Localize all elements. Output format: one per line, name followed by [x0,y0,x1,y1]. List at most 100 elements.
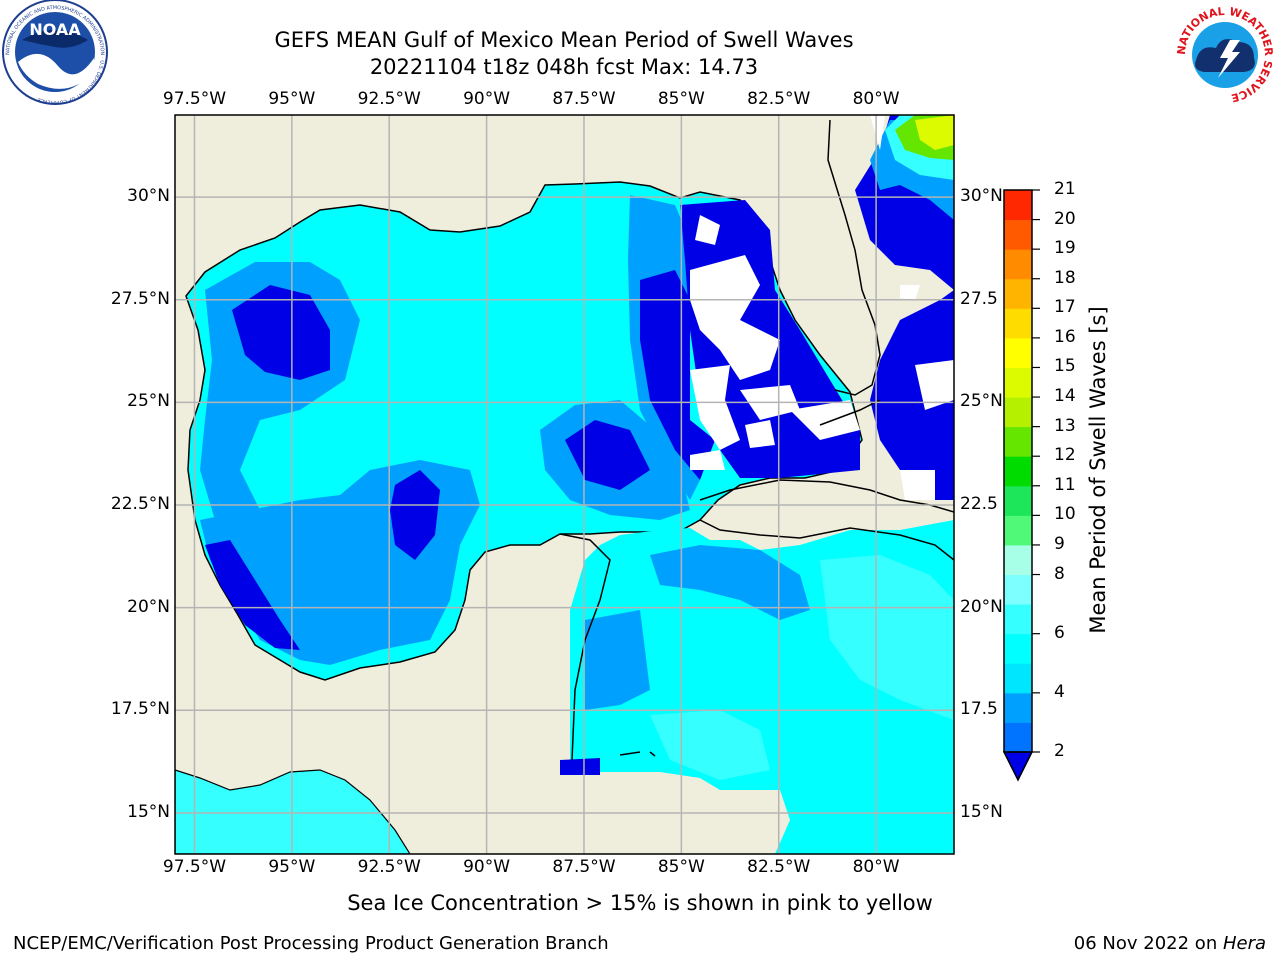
gulf-deep-bay [390,470,440,560]
colorbar-tick-label: 13 [1054,415,1076,436]
colorbar-tick-label: 4 [1054,681,1065,702]
chart-subtitle: 20221104 t18z 048h fcst Max: 14.73 [369,55,759,79]
lon-tick-label-top: 82.5°W [747,89,811,109]
colorbar-segment [1004,367,1032,398]
colorbar-tick-label: 2 [1054,741,1065,761]
lon-tick-label-top: 95°W [268,89,316,109]
colorbar-tick-label: 21 [1054,179,1076,199]
footer-date: 06 Nov 2022 on Hera [1074,933,1266,954]
caribbean-water [570,520,954,854]
atlantic-yellow [915,115,954,150]
gulf-blue-central [540,400,690,520]
chart-title: GEFS MEAN Gulf of Mexico Mean Period of … [274,28,854,52]
lon-tick-label-bot: 97.5°W [162,857,227,877]
colorbar-tick-label: 11 [1054,474,1076,495]
atlantic-green [895,115,954,160]
gulf-deep-west [232,285,330,380]
lat-tick-label-right: 20°N [960,596,1003,617]
map-frame [174,114,955,855]
land [175,115,954,854]
footer-date-text: 06 Nov 2022 on [1073,933,1223,954]
colorbar-segment [1004,278,1032,309]
atlantic-blue [870,120,954,220]
colorbar-tick-label: 8 [1054,563,1065,584]
gulf-deep-central [565,420,650,490]
caribbean-light-south [650,710,770,780]
lon-tick-label-top: 90°W [463,89,511,109]
colorbar-segment [1004,190,1032,221]
caribbean-blue [650,545,810,620]
colorbar-segment [1004,426,1032,457]
colorbar-segment [1004,722,1032,753]
gulf-deep-east [640,270,715,480]
lon-tick-label-bot: 92.5°W [357,857,421,877]
colorbar-extend-triangle [1002,751,1034,782]
nws-logo: NATIONAL WEATHER SERVICE [1175,5,1275,105]
lon-tick-label-bot: 95°W [268,857,316,877]
footer-host: Hera [1222,933,1266,954]
colorbar-segment [1004,633,1032,664]
colorbar-tick-label: 19 [1054,238,1076,259]
lat-tick-label-right: 17.5 [960,699,998,720]
colorbar-frame [1003,189,1033,753]
colorbar-label: Mean Period of Swell Waves [s] [1086,306,1110,634]
colorbar-segment [1004,308,1032,339]
atlantic-no-data [870,115,954,500]
gulf-water [185,181,863,681]
colorbar-segment [1004,574,1032,605]
gulf-blue-east [628,195,700,500]
colorbar-segment [1004,663,1032,694]
lat-tick-label-left: 30°N [127,186,170,207]
lat-tick-label-left: 25°N [127,391,170,412]
lat-tick-label-left: 15°N [127,801,170,822]
lon-tick-label-bot: 80°W [852,857,900,877]
atlantic-cyan [885,115,954,180]
atlantic-deep [855,115,954,500]
colorbar-tick-label: 14 [1054,386,1076,407]
lat-tick-label-right: 15°N [960,801,1003,822]
colorbar-segment [1004,249,1032,280]
caribbean-light [820,555,954,720]
lon-tick-label-top: 87.5°W [552,89,616,109]
colorbar-segment [1004,397,1032,428]
colorbar-tick-label: 6 [1054,622,1065,643]
lon-tick-label-top: 80°W [852,89,900,109]
lon-tick-label-bot: 87.5°W [552,857,616,877]
colorbar-segment [1004,692,1032,723]
colorbar-tick-label: 17 [1054,297,1076,318]
colorbar-segment [1004,219,1032,250]
lat-tick-label-right: 30°N [960,186,1003,207]
lat-tick-label-right: 27.5 [960,288,998,309]
colorbar-tick-label: 20 [1054,208,1076,229]
colorbar-tick-label: 18 [1054,267,1076,288]
noaa-logo-text: NOAA [29,20,81,39]
pacific-water [175,769,411,854]
lat-tick-label-right: 22.5 [960,494,998,515]
sea-ice-note: Sea Ice Concentration > 15% is shown in … [347,891,933,915]
colorbar-tick-label: 15 [1054,356,1076,377]
lat-tick-label-left: 20°N [127,596,170,617]
colorbar-tick-label: 12 [1054,445,1076,466]
lon-tick-label-bot: 90°W [463,857,511,877]
gulf-blue-southwest [200,460,480,665]
noaa-logo: NOAA NATIONAL OCEANIC AND ATMOSPHERIC AD… [2,0,108,105]
gulf-blue-west [200,262,360,520]
caribbean-deep-patch [560,758,600,775]
colorbar-tick-label: 10 [1054,504,1076,525]
colorbar-tick-label: 16 [1054,326,1076,347]
colorbar-segment [1004,337,1032,368]
lon-tick-label-top: 85°W [657,89,705,109]
colorbar-segment [1004,456,1032,487]
lon-tick-label-bot: 85°W [657,857,705,877]
lat-tick-label-right: 25°N [960,391,1003,412]
lon-tick-label-top: 97.5°W [162,89,227,109]
florida-shelf-deep [680,200,860,478]
colorbar-tick-label: 9 [1054,533,1065,554]
colorbar-segment [1004,544,1032,576]
lat-tick-label-left: 22.5°N [110,494,170,515]
gridlines [175,115,954,854]
lat-tick-label-left: 27.5°N [110,288,170,309]
colorbar-segment [1004,515,1032,546]
caribbean-blue-yucatan [585,610,650,710]
no-data-patches [690,215,860,470]
